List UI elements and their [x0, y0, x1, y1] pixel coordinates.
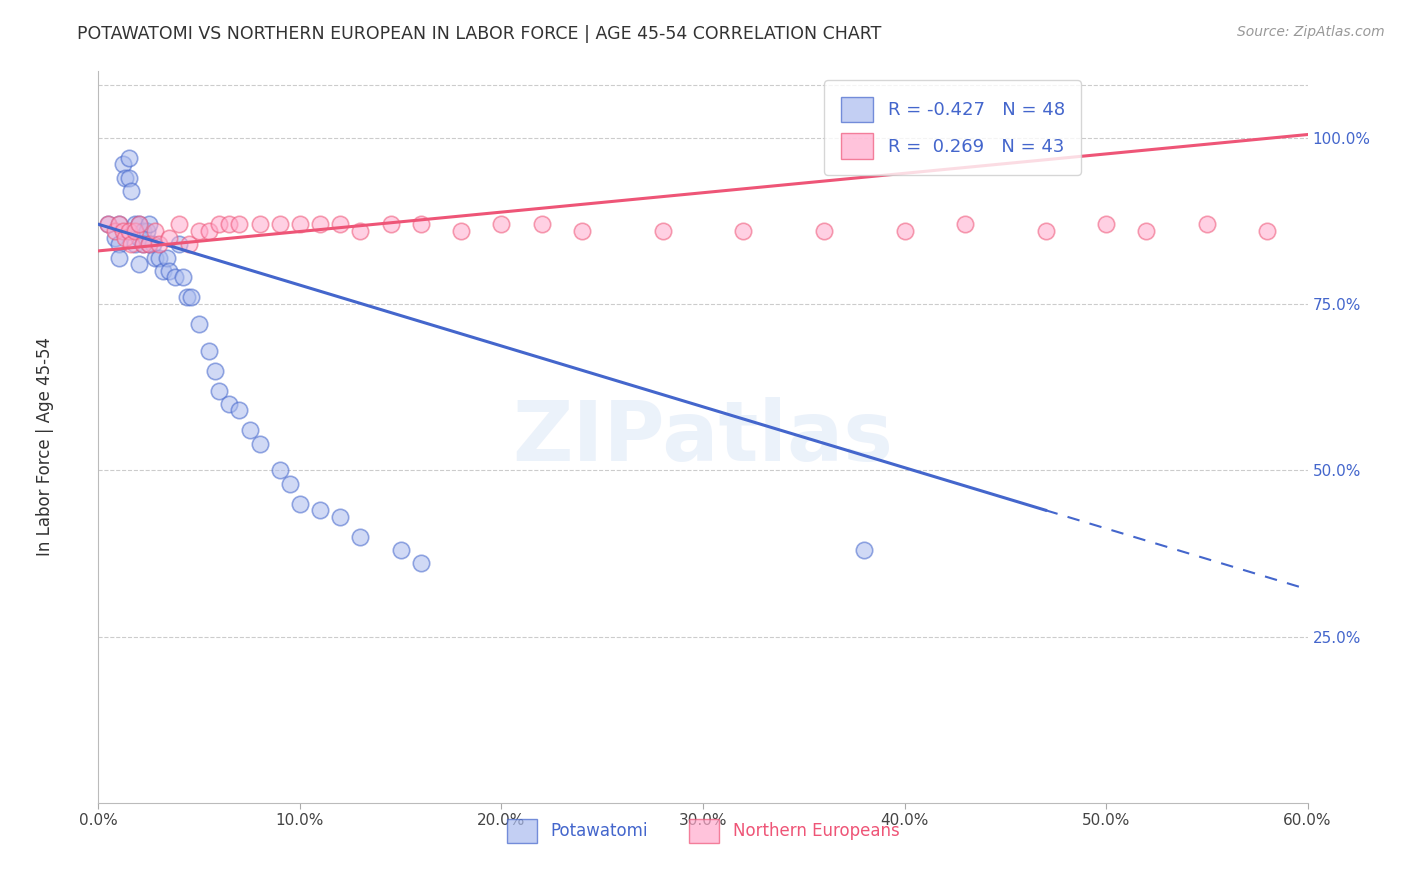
Point [530, 217, 553, 231]
Point [309, 503, 332, 517]
Point [269, 217, 291, 231]
Point [491, 217, 513, 231]
Point [156, 251, 179, 265]
Point [953, 217, 976, 231]
Point [228, 403, 250, 417]
Point [1195, 217, 1218, 231]
Point [138, 237, 160, 252]
Point [107, 217, 129, 231]
Point [893, 224, 915, 238]
Point [188, 224, 211, 238]
Point [138, 237, 160, 252]
Text: ZIPatlas: ZIPatlas [513, 397, 893, 477]
Point [111, 157, 134, 171]
Point [218, 397, 240, 411]
Point [278, 476, 301, 491]
Point [389, 543, 412, 558]
Point [269, 463, 291, 477]
Point [176, 290, 198, 304]
Point [172, 270, 194, 285]
Point [288, 497, 311, 511]
Point [157, 230, 180, 244]
Point [107, 217, 129, 231]
Point [1135, 224, 1157, 238]
Point [309, 217, 332, 231]
Point [107, 251, 129, 265]
Point [138, 217, 160, 231]
Legend: Potawatomi, Northern Europeans: Potawatomi, Northern Europeans [501, 813, 905, 849]
Point [249, 436, 271, 450]
Point [288, 217, 311, 231]
Point [128, 217, 150, 231]
Point [329, 217, 352, 231]
Point [132, 237, 155, 252]
Point [853, 543, 876, 558]
Point [163, 270, 186, 285]
Point [1095, 217, 1118, 231]
Text: POTAWATOMI VS NORTHERN EUROPEAN IN LABOR FORCE | AGE 45-54 CORRELATION CHART: POTAWATOMI VS NORTHERN EUROPEAN IN LABOR… [77, 25, 882, 43]
Point [157, 264, 180, 278]
Point [208, 217, 231, 231]
Point [103, 224, 125, 238]
Point [180, 290, 202, 304]
Point [198, 224, 221, 238]
Point [228, 217, 250, 231]
Point [132, 224, 155, 238]
Point [143, 251, 166, 265]
Point [128, 257, 150, 271]
Text: In Labor Force | Age 45-54: In Labor Force | Age 45-54 [37, 336, 53, 556]
Point [114, 170, 136, 185]
Point [142, 237, 165, 252]
Point [813, 224, 835, 238]
Point [128, 230, 150, 244]
Point [118, 151, 141, 165]
Point [132, 237, 155, 252]
Point [409, 557, 432, 571]
Point [239, 424, 262, 438]
Point [97, 217, 120, 231]
Point [152, 264, 174, 278]
Text: Source: ZipAtlas.com: Source: ZipAtlas.com [1237, 25, 1385, 39]
Point [188, 317, 211, 331]
Point [651, 224, 673, 238]
Point [349, 224, 371, 238]
Point [450, 224, 472, 238]
Point [97, 217, 120, 231]
Point [128, 217, 150, 231]
Point [124, 217, 146, 231]
Point [118, 170, 141, 185]
Point [167, 237, 190, 252]
Point [1035, 224, 1057, 238]
Point [249, 217, 271, 231]
Point [103, 230, 125, 244]
Point [143, 224, 166, 238]
Point [148, 251, 170, 265]
Point [409, 217, 432, 231]
Point [208, 384, 231, 398]
Point [107, 237, 129, 252]
Point [114, 230, 136, 244]
Point [1256, 224, 1278, 238]
Point [329, 509, 352, 524]
Point [124, 224, 146, 238]
Point [167, 217, 190, 231]
Point [148, 237, 170, 252]
Point [198, 343, 221, 358]
Point [571, 224, 593, 238]
Point [111, 224, 134, 238]
Point [120, 237, 142, 252]
Point [120, 184, 142, 198]
Point [349, 530, 371, 544]
Point [179, 237, 201, 252]
Point [124, 237, 146, 252]
Point [733, 224, 755, 238]
Point [218, 217, 240, 231]
Point [204, 363, 226, 377]
Point [135, 224, 157, 238]
Point [118, 224, 141, 238]
Point [380, 217, 402, 231]
